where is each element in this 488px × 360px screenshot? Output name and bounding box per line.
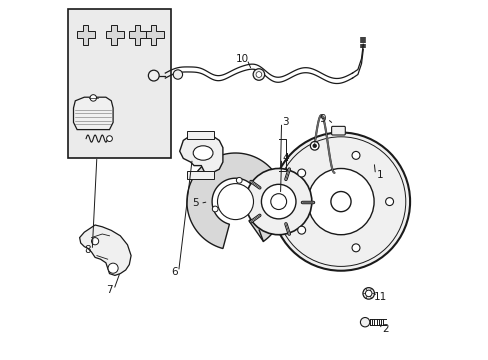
- Circle shape: [256, 72, 261, 77]
- Text: 7: 7: [106, 285, 113, 295]
- Text: 9: 9: [319, 114, 325, 124]
- Ellipse shape: [193, 146, 213, 160]
- Polygon shape: [179, 133, 223, 173]
- Circle shape: [297, 226, 305, 234]
- Circle shape: [307, 168, 373, 235]
- Circle shape: [261, 184, 295, 219]
- Polygon shape: [73, 97, 113, 130]
- Polygon shape: [129, 25, 147, 45]
- Circle shape: [310, 141, 318, 150]
- Circle shape: [108, 263, 118, 273]
- Circle shape: [245, 168, 311, 235]
- Circle shape: [106, 136, 112, 141]
- Circle shape: [91, 238, 99, 245]
- Circle shape: [253, 69, 264, 80]
- Text: 3: 3: [282, 117, 288, 127]
- Circle shape: [312, 144, 316, 148]
- Circle shape: [351, 244, 359, 252]
- Circle shape: [351, 152, 359, 159]
- Polygon shape: [106, 25, 123, 45]
- Circle shape: [212, 206, 218, 212]
- Polygon shape: [80, 225, 131, 275]
- Circle shape: [270, 194, 286, 210]
- Text: 11: 11: [373, 292, 386, 302]
- Circle shape: [271, 132, 409, 271]
- Text: 4: 4: [282, 153, 288, 163]
- Circle shape: [217, 184, 253, 220]
- Circle shape: [236, 177, 242, 183]
- Circle shape: [330, 192, 350, 212]
- Polygon shape: [186, 153, 284, 248]
- Circle shape: [360, 318, 369, 327]
- Bar: [68, 9, 170, 158]
- Circle shape: [362, 288, 374, 299]
- Text: 10: 10: [236, 54, 249, 64]
- Text: 2: 2: [382, 324, 388, 334]
- Bar: [186, 171, 213, 179]
- Polygon shape: [77, 25, 95, 45]
- Text: 6: 6: [171, 267, 177, 277]
- Circle shape: [365, 290, 371, 297]
- Text: 1: 1: [376, 170, 383, 180]
- FancyBboxPatch shape: [331, 126, 345, 135]
- Circle shape: [385, 198, 393, 206]
- Polygon shape: [145, 25, 163, 45]
- Circle shape: [173, 70, 182, 79]
- Circle shape: [297, 169, 305, 177]
- Circle shape: [148, 70, 159, 81]
- Text: 8: 8: [84, 245, 91, 255]
- Text: 5: 5: [192, 198, 199, 208]
- Bar: [186, 131, 213, 139]
- Circle shape: [90, 95, 96, 101]
